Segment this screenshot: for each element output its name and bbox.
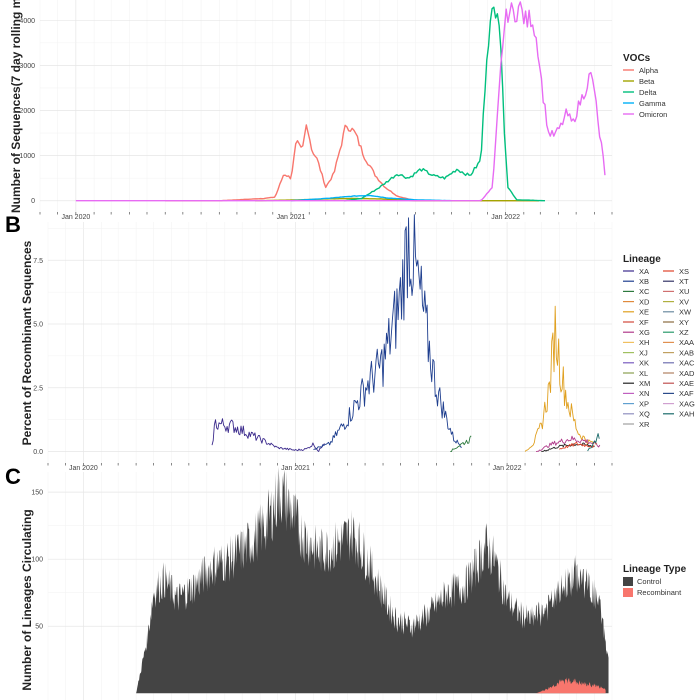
legend-label-xd: XD (639, 297, 650, 306)
legend-label-recombinant: Recombinant (637, 588, 682, 597)
series-line-xg (535, 435, 601, 452)
y-tick-label: 50 (35, 624, 43, 631)
legend-label-delta: Delta (639, 88, 657, 97)
x-tick-label: Jan 2020 (61, 214, 90, 221)
legend-label-xaa: XAA (679, 338, 694, 347)
legend-label-xm: XM (639, 379, 650, 388)
legend-label-beta: Beta (639, 77, 655, 86)
legend-label-xad: XAD (679, 369, 695, 378)
series-line-xc (450, 435, 472, 452)
legend-label-omicron: Omicron (639, 110, 667, 119)
series-line-xe (524, 305, 598, 452)
legend-label-xu: XU (679, 287, 689, 296)
y-tick-label: 0 (31, 198, 35, 205)
panel-b-letter: B (5, 212, 21, 237)
y-tick-label: 1000 (19, 153, 35, 160)
panel-c: C 50 100 150 Number of Lineages Circulatin… (5, 464, 687, 700)
panel-b-y-axis: 0.0 2.5 5.0 7.5 (33, 258, 43, 456)
x-tick-label: Jan 2021 (277, 214, 306, 221)
y-tick-label: 0.0 (33, 449, 43, 456)
panel-a-gridlines (39, 0, 613, 215)
legend-label-xt: XT (679, 277, 689, 286)
legend-label-alpha: Alpha (639, 66, 659, 75)
legend-label-xj: XJ (639, 348, 648, 357)
y-tick-label: 4000 (19, 18, 35, 25)
panel-b: B 0.0 2.5 5.0 7.5 Jan 2020 Jan 2021 Jan 2022 P… (5, 212, 695, 472)
y-tick-label: 3000 (19, 63, 35, 70)
legend-label-xr: XR (639, 420, 650, 429)
panel-a-legend: VOCs Alpha Beta Delta Gamma Omicron (623, 53, 667, 119)
series-line-xah (587, 433, 600, 452)
panel-a-y-axis-title: Number of Sequences(7 day rolling me (9, 0, 23, 213)
panel-b-series (211, 214, 601, 452)
panel-c-legend: Lineage Type Control Recombinant (623, 564, 687, 597)
legend-label-xab: XAB (679, 348, 694, 357)
x-tick-label: Jan 2021 (281, 465, 310, 472)
x-tick-label: Jan 2022 (491, 214, 520, 221)
series-control-area (136, 467, 609, 694)
panel-a-plot-area: 0 1000 2000 3000 4000 Jan 2020 Jan 2021 Jan 202… (19, 0, 613, 221)
series-line-xa (211, 418, 325, 452)
legend-label-xah: XAH (679, 410, 694, 419)
panel-c-y-axis-title: Number of Lineages Circulating (20, 509, 34, 690)
legend-label-xk: XK (639, 359, 649, 368)
legend-label-gamma: Gamma (639, 99, 667, 108)
legend-label-xc: XC (639, 287, 650, 296)
panel-c-letter: C (5, 464, 21, 489)
legend-label-xz: XZ (679, 328, 689, 337)
legend-label-xa: XA (639, 267, 649, 276)
legend-label-xl: XL (639, 369, 648, 378)
panel-c-series (136, 467, 609, 694)
legend-label-xy: XY (679, 318, 689, 327)
legend-label-xq: XQ (639, 410, 650, 419)
legend-label-xe: XE (639, 308, 649, 317)
series-line-xb (313, 214, 462, 451)
series-recombinant-area (536, 677, 606, 694)
legend-label-xae: XAE (679, 379, 694, 388)
y-tick-label: 5.0 (33, 322, 43, 329)
x-tick-label: Jan 2020 (69, 465, 98, 472)
y-tick-label: 100 (31, 557, 43, 564)
y-tick-label: 2000 (19, 108, 35, 115)
series-line-omicron (75, 1, 606, 202)
panel-c-y-axis: 50 100 150 (31, 490, 43, 631)
panel-b-gridlines (47, 222, 613, 466)
legend-key-recombinant (623, 588, 633, 597)
legend-label-xn: XN (639, 389, 649, 398)
panel-a: 0 1000 2000 3000 4000 Jan 2020 Jan 2021 Jan 202… (9, 0, 667, 221)
x-tick-label: Jan 2022 (493, 465, 522, 472)
legend-label-xw: XW (679, 308, 692, 317)
legend-label-xaf: XAF (679, 389, 694, 398)
legend-label-control: Control (637, 577, 662, 586)
panel-a-series (75, 1, 606, 202)
y-tick-label: 7.5 (33, 258, 43, 265)
legend-label-xac: XAC (679, 359, 695, 368)
legend-label-xg: XG (639, 328, 650, 337)
legend-title: Lineage Type (623, 564, 687, 575)
legend-label-xb: XB (639, 277, 649, 286)
legend-title: Lineage (623, 254, 661, 265)
panel-b-plot-area: 0.0 2.5 5.0 7.5 Jan 2020 Jan 2021 Jan 2022 (33, 214, 613, 472)
legend-label-xp: XP (639, 399, 649, 408)
series-line-xs (559, 441, 595, 450)
panel-a-y-axis: 0 1000 2000 3000 4000 (19, 18, 35, 205)
legend-label-xs: XS (679, 267, 689, 276)
legend-label-xv: XV (679, 297, 689, 306)
series-line-delta (343, 6, 545, 202)
series-line-alpha (165, 124, 540, 202)
y-tick-label: 150 (31, 490, 43, 497)
legend-label-xf: XF (639, 318, 649, 327)
legend-key-control (623, 577, 633, 586)
panel-c-plot-area: 50 100 150 (31, 467, 613, 700)
legend-label-xh: XH (639, 338, 649, 347)
legend-title: VOCs (623, 53, 651, 64)
y-tick-label: 2.5 (33, 385, 43, 392)
legend-label-xag: XAG (679, 399, 695, 408)
panel-b-y-axis-title: Percent of Recombinant Sequences (20, 240, 34, 445)
